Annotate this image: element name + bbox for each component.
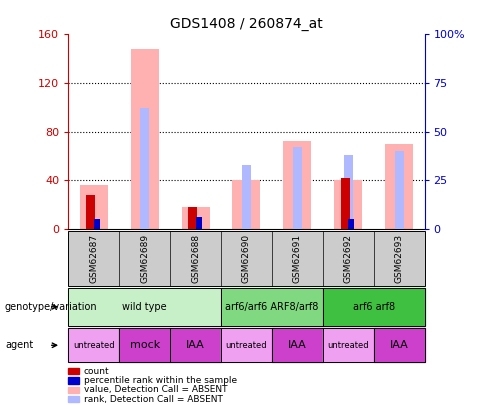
Bar [86, 195, 95, 229]
Text: IAA: IAA [186, 340, 205, 350]
Bar [242, 165, 251, 229]
Text: GSM62687: GSM62687 [89, 234, 98, 283]
Title: GDS1408 / 260874_at: GDS1408 / 260874_at [170, 17, 323, 31]
Text: wild type: wild type [122, 302, 167, 312]
Text: GSM62692: GSM62692 [344, 234, 353, 283]
Text: GSM62690: GSM62690 [242, 234, 251, 283]
Bar [334, 180, 362, 229]
Text: IAA: IAA [288, 340, 306, 350]
Text: genotype/variation: genotype/variation [5, 302, 98, 312]
Bar [232, 180, 261, 229]
Bar [131, 49, 159, 229]
Bar [196, 217, 202, 229]
Text: GSM62693: GSM62693 [395, 234, 404, 283]
Text: agent: agent [5, 340, 33, 350]
Text: mock: mock [129, 340, 160, 350]
Text: count: count [84, 367, 110, 376]
Text: GSM62688: GSM62688 [191, 234, 200, 283]
Bar [182, 207, 209, 229]
Text: percentile rank within the sample: percentile rank within the sample [84, 376, 237, 385]
Text: GSM62689: GSM62689 [140, 234, 149, 283]
Bar [80, 185, 108, 229]
Bar [140, 108, 149, 229]
Text: rank, Detection Call = ABSENT: rank, Detection Call = ABSENT [84, 394, 223, 404]
Bar [94, 219, 100, 229]
Bar [385, 144, 413, 229]
Bar [394, 151, 404, 229]
Bar [344, 155, 353, 229]
Bar [293, 147, 302, 229]
Text: IAA: IAA [390, 340, 408, 350]
Text: value, Detection Call = ABSENT: value, Detection Call = ABSENT [84, 385, 227, 394]
Text: untreated: untreated [225, 341, 267, 350]
Text: untreated: untreated [73, 341, 115, 350]
Bar [341, 178, 350, 229]
Text: arf6/arf6 ARF8/arf8: arf6/arf6 ARF8/arf8 [225, 302, 319, 312]
Text: arf6 arf8: arf6 arf8 [353, 302, 395, 312]
Text: GSM62691: GSM62691 [293, 234, 302, 283]
Bar [188, 207, 197, 229]
Text: untreated: untreated [327, 341, 369, 350]
Bar [348, 219, 354, 229]
Bar [284, 141, 311, 229]
